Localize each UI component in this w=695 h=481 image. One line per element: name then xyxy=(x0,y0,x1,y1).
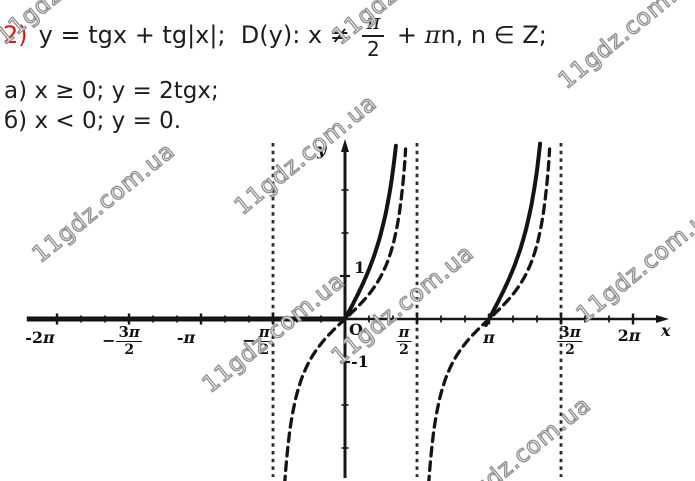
fraction-denominator: 2 xyxy=(367,37,380,61)
curve-2tgx-solid xyxy=(343,143,398,321)
fraction-pi-over-2: π 2 xyxy=(362,12,385,61)
formula-text: + xyxy=(389,20,425,49)
case-b-line: б) x < 0; y = 0. xyxy=(4,108,182,134)
formula-text: n, n ∈ Z; xyxy=(440,20,547,49)
y-axis-arrow xyxy=(341,139,349,152)
problem-number: 2) xyxy=(3,20,28,49)
pi-symbol: π xyxy=(424,20,441,49)
curve-2tgx-solid xyxy=(483,141,543,327)
formula-text: y = tgx + tg|x|; D(y): x ≠ xyxy=(38,20,358,49)
problem-line: 2) y = tgx + tg|x|; D(y): x ≠ π 2 + π n,… xyxy=(3,12,547,61)
x-axis-arrow xyxy=(656,315,669,323)
fraction-numerator: π xyxy=(362,12,385,37)
case-a-line: а) x ≥ 0; y = 2tgx; xyxy=(4,78,219,104)
